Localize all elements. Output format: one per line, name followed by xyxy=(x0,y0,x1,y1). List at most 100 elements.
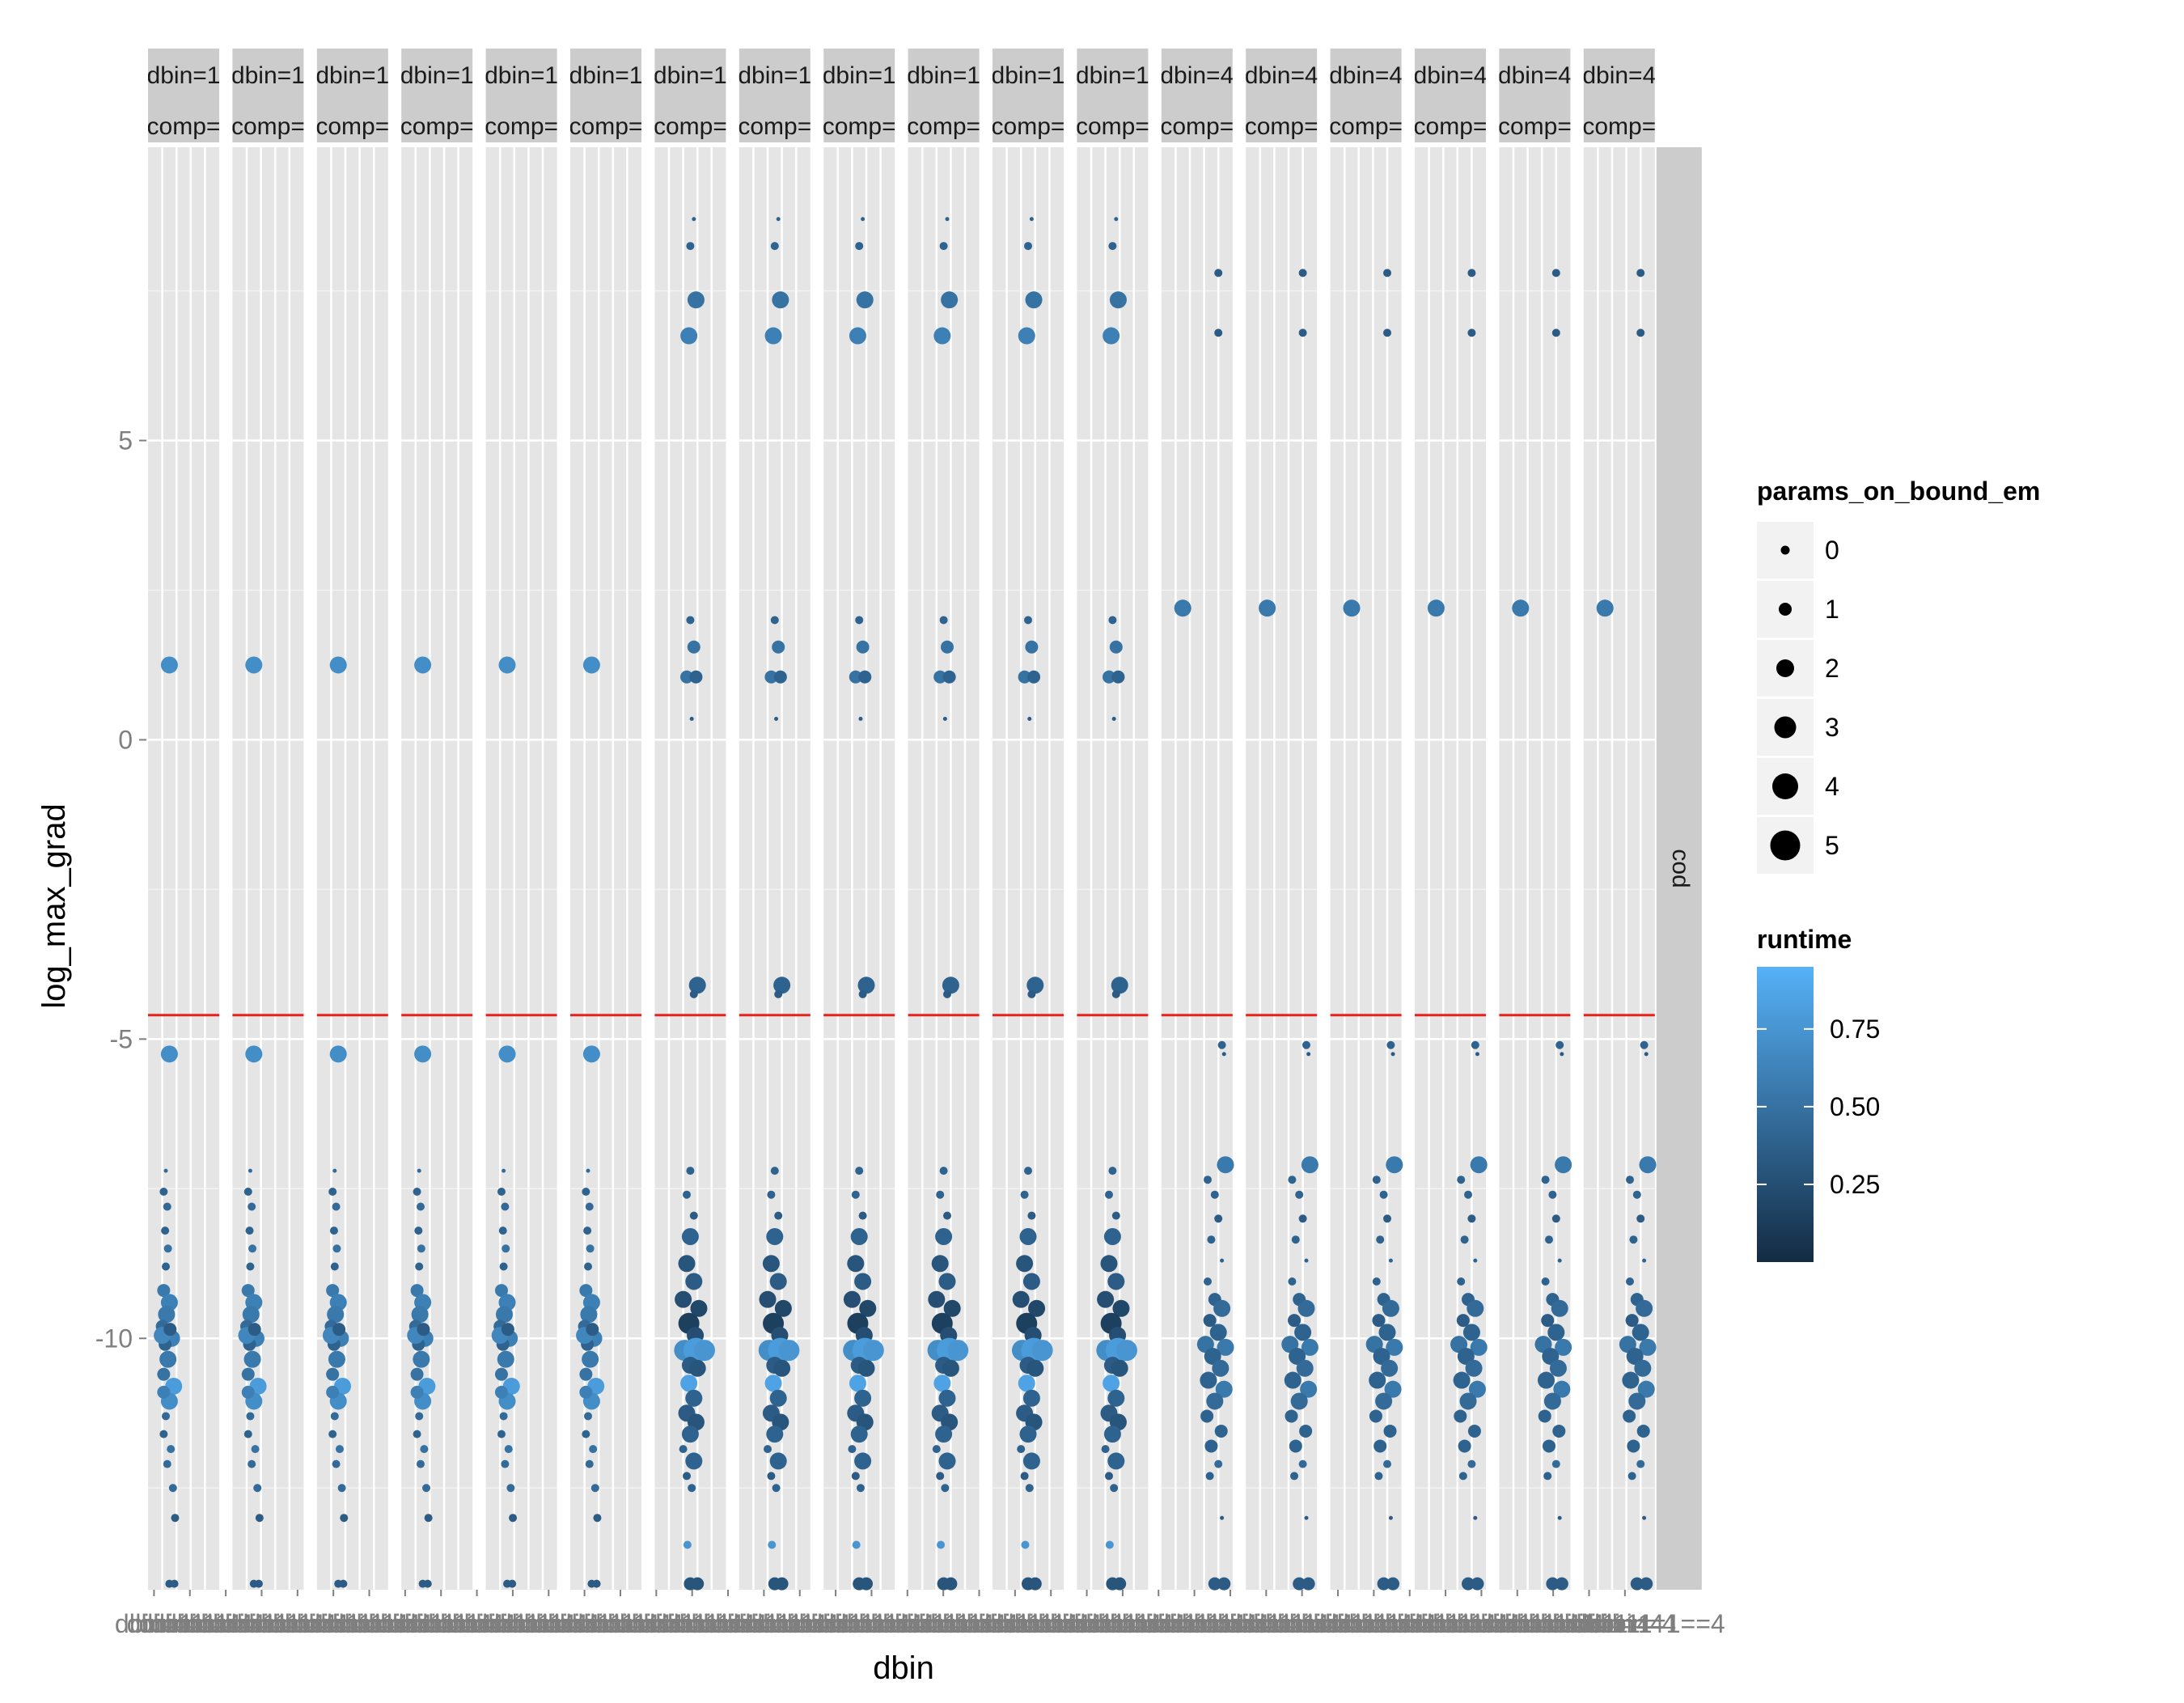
data-point xyxy=(168,1484,177,1493)
strip-label-line1: dbin=1 xyxy=(992,62,1065,89)
data-point xyxy=(1636,328,1645,337)
strip-background xyxy=(823,49,895,142)
data-point xyxy=(1636,1214,1645,1223)
data-point xyxy=(1200,1409,1214,1423)
data-point xyxy=(1627,1472,1636,1481)
x-tick-label: dbin=4 xyxy=(247,1609,325,1638)
x-tick-label: dbin=4 xyxy=(1585,1609,1664,1638)
data-point xyxy=(1538,1409,1551,1423)
data-point xyxy=(944,1577,958,1591)
data-point xyxy=(1622,1371,1640,1389)
x-tick-label: dbin=4 xyxy=(1430,1609,1509,1638)
data-point xyxy=(1388,1258,1393,1263)
data-point xyxy=(1111,976,1128,994)
y-tick-label: 5 xyxy=(118,426,133,455)
data-point xyxy=(1555,1040,1564,1049)
data-point xyxy=(1105,1540,1114,1549)
data-point xyxy=(1473,1515,1478,1520)
data-point xyxy=(772,291,789,309)
x-tick-label: dbin=1 xyxy=(318,1609,396,1638)
strip-label-line2: comp= xyxy=(823,113,896,140)
panel-points xyxy=(1596,269,1657,1591)
data-point xyxy=(1632,1190,1641,1199)
x-tick-label: dbin=1 xyxy=(1370,1609,1449,1638)
data-point xyxy=(1537,1371,1555,1389)
data-point xyxy=(162,1412,170,1421)
data-point xyxy=(582,1045,600,1063)
data-point xyxy=(1560,1052,1564,1057)
x-tick-label: dbin=1 xyxy=(1550,1609,1628,1638)
data-point xyxy=(1555,1577,1568,1591)
data-point xyxy=(1642,1258,1647,1263)
data-point xyxy=(579,1284,593,1298)
data-point xyxy=(417,1168,421,1173)
strip-label-line2: comp= xyxy=(1245,113,1318,140)
x-tick-label: dbin=4 xyxy=(760,1609,839,1638)
data-point xyxy=(1214,1424,1228,1438)
data-point xyxy=(1107,1389,1125,1407)
x-tick-label: dbin=1 xyxy=(235,1609,313,1638)
data-point xyxy=(1295,1190,1304,1199)
data-point xyxy=(1108,616,1117,625)
x-tick-label: dbin=4 xyxy=(1358,1609,1437,1638)
facet-strip: dbin=4 comp= xyxy=(1415,49,1486,142)
x-tick-label: dbin=4=1==4 xyxy=(1572,1609,1725,1638)
data-point xyxy=(586,1323,599,1337)
data-point xyxy=(689,1211,698,1220)
strip-label-line1: dbin=1 xyxy=(654,62,727,89)
data-point xyxy=(769,1389,787,1407)
row-strip-label: cod xyxy=(1667,849,1694,888)
panel-points xyxy=(1174,269,1234,1591)
strip-background xyxy=(401,49,473,142)
strip-label-line1: dbin=1 xyxy=(569,62,643,89)
data-point xyxy=(1541,1176,1550,1184)
data-point xyxy=(1110,1484,1119,1493)
x-tick-label: dbin=1 xyxy=(964,1609,1043,1638)
x-tick-label: dbin=1 xyxy=(1538,1609,1616,1638)
data-point xyxy=(688,1484,696,1493)
data-point xyxy=(1639,1156,1657,1174)
data-point xyxy=(1204,1277,1212,1286)
data-point xyxy=(1640,1577,1653,1591)
facet-strip: dbin=1 comp= xyxy=(654,49,727,142)
size-legend-label: 4 xyxy=(1825,772,1839,801)
data-point xyxy=(1024,1167,1032,1176)
x-tick-label: dbin=1 xyxy=(797,1609,875,1638)
data-point xyxy=(1304,1258,1309,1263)
x-tick-label: dbin=1 xyxy=(127,1609,205,1638)
size-legend-marker xyxy=(1780,545,1790,555)
data-point xyxy=(843,1290,861,1308)
strip-label-line1: dbin=1 xyxy=(907,62,980,89)
data-point xyxy=(1632,1324,1649,1341)
data-point xyxy=(1457,1347,1475,1365)
data-point xyxy=(1288,1176,1297,1184)
data-point xyxy=(579,1367,593,1381)
data-point xyxy=(1027,670,1041,684)
x-tick-label: dbin=1 xyxy=(1132,1609,1210,1638)
strip-label-line2: comp= xyxy=(907,113,980,140)
data-point xyxy=(1103,327,1120,345)
x-tick-label: dbin=4 xyxy=(665,1609,743,1638)
data-point xyxy=(1386,1338,1403,1356)
data-point xyxy=(1551,1214,1560,1223)
strip-background xyxy=(1583,49,1655,142)
data-point xyxy=(497,1430,506,1438)
data-point xyxy=(1028,1577,1042,1591)
data-point xyxy=(1541,1277,1550,1286)
data-point xyxy=(855,242,864,251)
data-point xyxy=(933,1375,951,1392)
x-tick-label: dbin=4 xyxy=(425,1609,504,1638)
x-tick-label: dbin=1 xyxy=(808,1609,887,1638)
data-point xyxy=(329,1226,338,1235)
data-point xyxy=(860,1577,873,1591)
strip-label-line1: dbin=4 xyxy=(1329,62,1403,89)
data-point xyxy=(243,1430,252,1438)
y-tick-label: 0 xyxy=(118,725,133,754)
x-tick-label: dbin=1 xyxy=(210,1609,289,1638)
data-point xyxy=(1388,1515,1393,1520)
data-point xyxy=(942,717,947,722)
x-tick-label: dbin=4 xyxy=(1418,1609,1496,1638)
data-point xyxy=(1111,989,1120,998)
data-point xyxy=(157,1385,171,1399)
